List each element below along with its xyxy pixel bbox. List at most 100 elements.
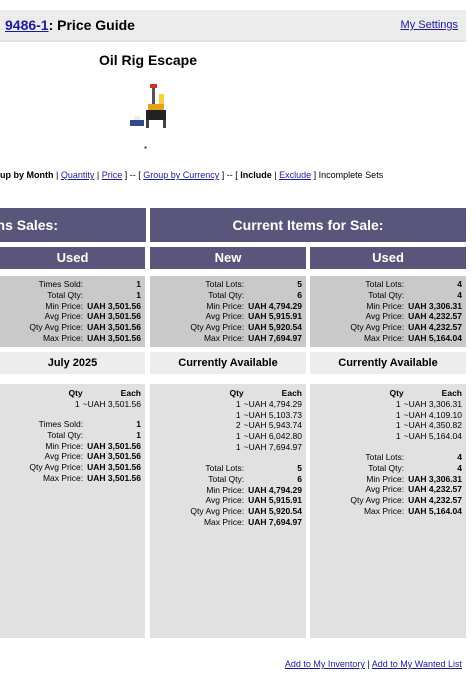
page-title: 9486-1: Price Guide [5,17,135,33]
separator: ] -- [ [122,170,144,180]
lots-table: Qty Each 1 ~UAH 3,501.56 [68,388,141,410]
lot-qty: 1 [395,431,401,442]
table-row: 1 ~UAH 4,794.29 [229,399,302,410]
add-to-wanted-list-link[interactable]: Add to My Wanted List [371,659,462,669]
group-by-quantity-link[interactable]: Quantity [60,170,95,180]
incomplete-sets-label: ] Incomplete Sets [311,170,384,180]
each-column-header: Each [441,388,462,398]
summary-table: Total Lots: 5 Total Qty: 6 Min Price: UAH 4… [190,279,302,344]
my-settings-link[interactable]: My Settings [400,19,458,31]
stat-value: UAH 5,915.91 [248,495,302,506]
stat-value: UAH 3,501.56 [87,311,141,322]
stat-label: Qty Avg Price: [29,322,84,333]
stat-label: Avg Price: [365,311,405,322]
stat-label: Min Price: [366,300,405,311]
stat-value: UAH 4,232.57 [408,495,462,506]
stat-label: Total Lots: [365,452,405,462]
stat-label: Min Price: [366,473,405,484]
lot-price: ~UAH 3,501.56 [82,398,141,409]
table-row: 1 ~UAH 6,042.80 [229,431,302,442]
lot-qty: 1 [235,441,241,452]
lot-qty: 1 [395,398,401,409]
stat-label: Total Qty: [208,289,245,300]
separator: | [53,170,61,180]
stat-label: Total Qty: [47,429,84,440]
table-row: 1 ~UAH 4,109.10 [389,410,462,421]
stat-label: Min Price: [206,300,245,311]
stat-value: UAH 5,920.54 [248,322,302,333]
separator: | [271,170,280,180]
month-band: July 2025 [0,352,145,374]
detail-summary-table: Total Lots: 4 Total Qty: 4 Min Price: UAH 3… [350,452,462,517]
lot-qty: 2 [235,420,241,431]
separator: | [94,170,102,180]
stat-label: Min Price: [45,440,84,451]
table-row: 1 ~UAH 7,694.97 [229,442,302,453]
current-items-heading: Current Items for Sale: [150,208,466,242]
month-summary-table: Times Sold: 1 Total Qty: 1 Min Price: UAH 3… [29,419,141,484]
oil-rig-set-image[interactable] [126,80,170,130]
lot-price: ~UAH 5,164.04 [403,431,462,442]
group-by-currency-link[interactable]: Group by Currency [143,170,220,180]
stat-label: Avg Price: [44,451,84,462]
set-name: Oil Rig Escape [98,52,198,68]
stat-value: UAH 3,501.56 [87,332,141,343]
group-by-month-label: up by Month [0,170,54,180]
stat-value: UAH 5,915.91 [248,311,302,322]
sales-heading: ns Sales: [0,208,146,242]
separator: ] -- [ [219,170,241,180]
group-by-price-link[interactable]: Price [101,170,123,180]
sales-used-summary: Times Sold: 1 Total Qty: 1 Min Price: UAH 3… [0,276,145,347]
stat-label: Total Lots: [205,279,245,289]
lot-price: ~UAH 5,103.73 [243,409,302,420]
stat-value: 1 [136,429,141,440]
detail-summary-table: Total Lots: 5 Total Qty: 6 Min Price: UAH 4… [190,463,302,528]
stat-value: UAH 5,164.04 [408,332,462,343]
current-new-header: New [150,247,306,269]
stat-value: 6 [297,473,302,484]
current-heading-text: Current Items for Sale: [232,217,384,233]
table-row: 2 ~UAH 5,943.74 [229,420,302,431]
stat-label: Qty Avg Price: [190,322,245,333]
lot-qty: 1 [395,409,401,420]
stat-value: UAH 3,501.56 [87,451,141,462]
summary-table: Times Sold: 1 Total Qty: 1 Min Price: UAH 3… [29,279,141,344]
lots-table: Qty Each 1 ~UAH 4,794.29 1 ~UAH 5,103.73 2 ~… [229,388,302,453]
each-column-header: Each [281,388,302,398]
exclude-link[interactable]: Exclude [279,170,312,180]
set-image-note: * [144,145,148,154]
stat-value: UAH 4,232.57 [408,484,462,495]
stat-label: Total Lots: [205,463,245,473]
stat-value: 4 [457,279,462,289]
stat-value: 4 [457,289,462,300]
lots-table: Qty Each 1 ~UAH 3,306.31 1 ~UAH 4,109.10 1 ~… [389,388,462,442]
stat-value: UAH 5,164.04 [408,505,462,516]
add-to-inventory-link[interactable]: Add to My Inventory [284,659,365,669]
set-number-link[interactable]: 9486-1 [5,17,49,33]
stat-label: Avg Price: [205,495,245,506]
lot-price: ~UAH 4,109.10 [403,409,462,420]
qty-column-header: Qty [229,388,244,398]
table-row: 1 ~UAH 4,350.82 [389,420,462,431]
stat-label: Total Qty: [368,289,405,300]
footer-links: Add to My Inventory | Add to My Wanted L… [285,659,462,669]
stat-label: Max Price: [203,332,245,343]
lot-qty: 1 [74,398,80,409]
summary-table: Total Lots: 4 Total Qty: 4 Min Price: UAH 3… [350,279,462,344]
stat-label: Min Price: [45,300,84,311]
lot-price: ~UAH 4,350.82 [403,420,462,431]
grouping-options: up by Month | Quantity | Price ] -- [ Gr… [0,170,476,180]
stat-label: Total Qty: [208,473,245,484]
stat-label: Max Price: [203,516,245,527]
stat-value: 4 [457,462,462,473]
stat-label: Total Qty: [368,462,405,473]
stat-value: 5 [297,463,302,473]
lot-price: ~UAH 3,306.31 [403,398,462,409]
qty-column-header: Qty [389,388,404,398]
lot-price: ~UAH 7,694.97 [243,441,302,452]
stat-value: 5 [297,279,302,289]
include-label: Include [240,170,272,180]
qty-column-header: Qty [68,388,83,398]
stat-label: Qty Avg Price: [350,322,405,333]
stat-label: Max Price: [42,332,84,343]
